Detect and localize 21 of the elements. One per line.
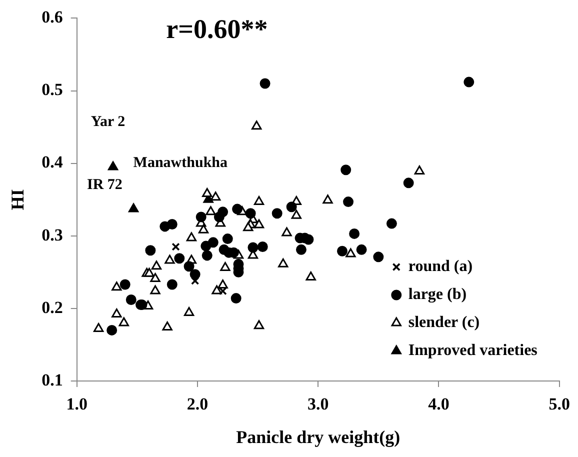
annotation: IR 72	[86, 176, 122, 193]
x-tick-label: 3.0	[307, 394, 329, 414]
x-tick-label: 4.0	[428, 394, 450, 414]
annotation: Yar 2	[90, 114, 126, 130]
annotation: r=0.60**	[166, 14, 268, 44]
y-tick-label: 0.1	[42, 370, 63, 390]
legend-label: round (a)	[408, 258, 473, 276]
x-tick-label: 5.0	[548, 394, 570, 414]
legend-label: slender (c)	[408, 314, 480, 332]
x-tick-label: 1.0	[66, 394, 88, 414]
x-tick-label: 2.0	[186, 394, 208, 414]
y-tick-label: 0.4	[42, 152, 64, 172]
y-axis-title: HI	[7, 189, 28, 210]
x-axis-title: Panicle dry weight(g)	[236, 426, 400, 447]
y-tick-label: 0.5	[42, 80, 63, 100]
legend-label: large (b)	[408, 286, 467, 304]
y-tick-label: 0.2	[42, 298, 63, 317]
legend-label: Improved varieties	[408, 342, 538, 360]
y-tick-label: 0.6	[42, 8, 63, 27]
annotation: Manawthukha	[133, 155, 228, 172]
y-tick-label: 0.3	[42, 225, 63, 244]
